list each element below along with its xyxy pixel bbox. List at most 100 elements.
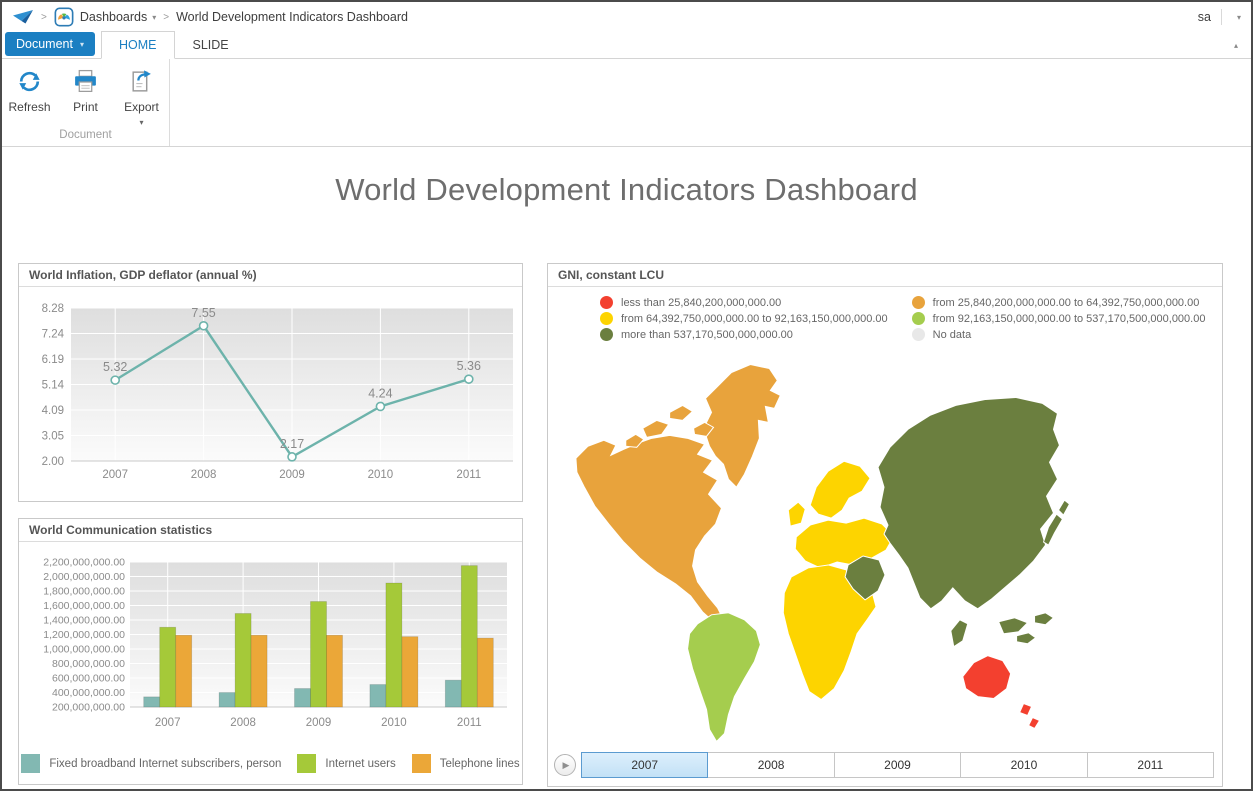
y-axis-tick: 8.28 (42, 303, 64, 315)
bar-telephone-lines[interactable] (402, 637, 418, 707)
bar-internet-users[interactable] (311, 602, 327, 707)
bar-telephone-lines[interactable] (251, 635, 267, 707)
bar-fixed-broadband-internet-subscribers-person[interactable] (295, 689, 311, 707)
bar-internet-users[interactable] (235, 613, 251, 707)
y-axis-tick: 600,000,000.00 (52, 673, 125, 685)
legend-label: Telephone lines (440, 758, 520, 770)
communication-chart-legend: Fixed broadband Internet subscribers, pe… (19, 751, 522, 773)
panel-world-communication: World Communication statistics 2,200,000… (18, 518, 523, 785)
bar-fixed-broadband-internet-subscribers-person[interactable] (144, 697, 160, 707)
divider (1221, 9, 1222, 25)
data-point[interactable] (288, 453, 296, 461)
x-axis-tick: 2007 (155, 717, 181, 729)
bar-fixed-broadband-internet-subscribers-person[interactable] (219, 693, 235, 708)
y-axis-tick: 1,800,000,000.00 (43, 586, 125, 598)
y-axis-tick: 2,200,000,000.00 (43, 557, 125, 569)
ribbon-tab-row: Document ▾ HOME SLIDE ▴ (2, 32, 1251, 59)
data-point[interactable] (200, 322, 208, 330)
y-axis-tick: 800,000,000.00 (52, 658, 125, 670)
year-button-2011[interactable]: 2011 (1087, 752, 1214, 778)
legend-item[interactable]: Internet users (297, 754, 395, 773)
legend-swatch (297, 754, 316, 773)
legend-label: Fixed broadband Internet subscribers, pe… (49, 758, 281, 770)
map-region-north-america[interactable] (576, 435, 723, 621)
legend-color-dot (600, 296, 613, 309)
refresh-icon (16, 68, 43, 95)
print-icon (72, 68, 99, 95)
export-label: Export (124, 100, 159, 114)
legend-color-dot (912, 296, 925, 309)
map-legend-item: No data (912, 328, 1206, 341)
legend-color-dot (912, 312, 925, 325)
app-logo-icon[interactable] (12, 9, 34, 25)
breadcrumb: > Dashboards ▾ > World Development Indic… (2, 2, 1251, 32)
panel-title: GNI, constant LCU (548, 264, 1222, 287)
map-region-madagascar[interactable] (951, 620, 968, 647)
map-region-uk[interactable] (788, 502, 805, 526)
document-menu-button[interactable]: Document ▾ (5, 32, 95, 56)
bar-internet-users[interactable] (160, 627, 176, 707)
y-axis-tick: 1,600,000,000.00 (43, 600, 125, 612)
year-button-2008[interactable]: 2008 (707, 752, 834, 778)
world-map[interactable] (548, 348, 1222, 750)
play-button[interactable]: ▶ (554, 754, 576, 776)
bar-telephone-lines[interactable] (327, 635, 343, 707)
y-axis-tick: 6.19 (42, 354, 64, 366)
legend-color-dot (600, 328, 613, 341)
x-axis-tick: 2007 (102, 469, 128, 481)
breadcrumb-dashboards[interactable]: Dashboards (80, 10, 147, 24)
inflation-chart-area[interactable]: 8.287.246.195.144.093.052.00200720082009… (19, 287, 522, 501)
map-region-australia[interactable] (963, 656, 1011, 699)
legend-range-label: from 25,840,200,000,000.00 to 64,392,750… (933, 297, 1200, 309)
data-point[interactable] (111, 376, 119, 384)
map-region-south-america[interactable] (688, 613, 761, 742)
y-axis-tick: 2.00 (42, 456, 64, 468)
communication-chart-area[interactable]: 2,200,000,000.00 2,000,000,000.00 1,800,00… (19, 542, 522, 751)
y-axis-tick: 1,200,000,000.00 (43, 629, 125, 641)
y-axis-tick: 2,000,000,000.00 (43, 571, 125, 583)
bar-fixed-broadband-internet-subscribers-person[interactable] (445, 680, 461, 707)
legend-item[interactable]: Fixed broadband Internet subscribers, pe… (21, 754, 281, 773)
map-region-greenland[interactable] (704, 365, 781, 488)
year-button-2010[interactable]: 2010 (960, 752, 1087, 778)
user-menu-chevron-icon[interactable]: ▾ (1237, 13, 1241, 22)
map-region-asia[interactable] (878, 397, 1059, 608)
panel-title: World Communication statistics (19, 519, 522, 542)
user-name[interactable]: sa (1198, 10, 1211, 24)
legend-range-label: less than 25,840,200,000,000.00 (621, 297, 781, 309)
panel-world-inflation: World Inflation, GDP deflator (annual %)… (18, 263, 523, 502)
data-point[interactable] (465, 375, 473, 383)
y-axis-tick: 5.14 (42, 380, 65, 392)
chevron-down-icon[interactable]: ▾ (152, 13, 156, 22)
map-legend-item: more than 537,170,500,000,000.00 (600, 328, 888, 341)
breadcrumb-separator: > (41, 12, 47, 23)
bar-internet-users[interactable] (386, 583, 402, 707)
data-point-label: 5.32 (103, 360, 127, 374)
legend-color-dot (600, 312, 613, 325)
legend-item[interactable]: Telephone lines (412, 754, 520, 773)
data-point[interactable] (376, 402, 384, 410)
tab-home[interactable]: HOME (101, 31, 175, 59)
toolbar-group-caption: Document (2, 129, 169, 141)
ribbon-collapse-icon[interactable]: ▴ (1234, 41, 1238, 50)
year-button-2007[interactable]: 2007 (581, 752, 708, 778)
paper-plane-icon (12, 9, 34, 25)
map-legend-item: from 64,392,750,000,000.00 to 92,163,150… (600, 312, 888, 325)
map-region-new-zealand[interactable] (1020, 704, 1040, 729)
legend-swatch (21, 754, 40, 773)
map-region-indonesia[interactable] (999, 613, 1054, 644)
document-tool-group: Refresh Print (2, 59, 170, 146)
map-region-scandinavia[interactable] (810, 461, 870, 518)
document-menu-label: Document (16, 37, 73, 51)
map-legend-item: from 92,163,150,000,000.00 to 537,170,50… (912, 312, 1206, 325)
legend-label: Internet users (325, 758, 395, 770)
x-axis-tick: 2011 (457, 717, 482, 729)
panel-gni-map: GNI, constant LCU less than 25,840,200,0… (547, 263, 1223, 787)
year-button-2009[interactable]: 2009 (834, 752, 961, 778)
bar-telephone-lines[interactable] (477, 638, 493, 707)
chevron-down-icon: ▾ (80, 40, 84, 49)
bar-telephone-lines[interactable] (176, 635, 192, 707)
tab-slide[interactable]: SLIDE (175, 31, 247, 59)
bar-internet-users[interactable] (461, 566, 477, 707)
bar-fixed-broadband-internet-subscribers-person[interactable] (370, 685, 386, 707)
